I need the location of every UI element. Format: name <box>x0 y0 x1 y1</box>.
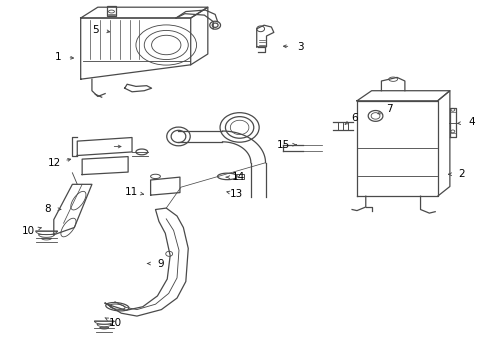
Text: 10: 10 <box>109 318 122 328</box>
Text: 15: 15 <box>276 140 290 150</box>
Text: 9: 9 <box>157 258 163 269</box>
Text: 2: 2 <box>457 169 464 179</box>
Text: 11: 11 <box>124 186 138 197</box>
Text: 10: 10 <box>22 226 35 236</box>
Text: 6: 6 <box>351 113 358 123</box>
Text: 13: 13 <box>229 189 243 199</box>
Text: 5: 5 <box>92 24 99 35</box>
Bar <box>106 6 116 16</box>
Text: 3: 3 <box>296 42 303 52</box>
Text: 7: 7 <box>385 104 392 114</box>
Text: 14: 14 <box>231 172 245 182</box>
Text: 1: 1 <box>54 52 61 62</box>
Text: 4: 4 <box>467 117 474 127</box>
Bar <box>236 174 244 179</box>
Text: 12: 12 <box>48 158 61 168</box>
Text: 8: 8 <box>44 204 51 214</box>
